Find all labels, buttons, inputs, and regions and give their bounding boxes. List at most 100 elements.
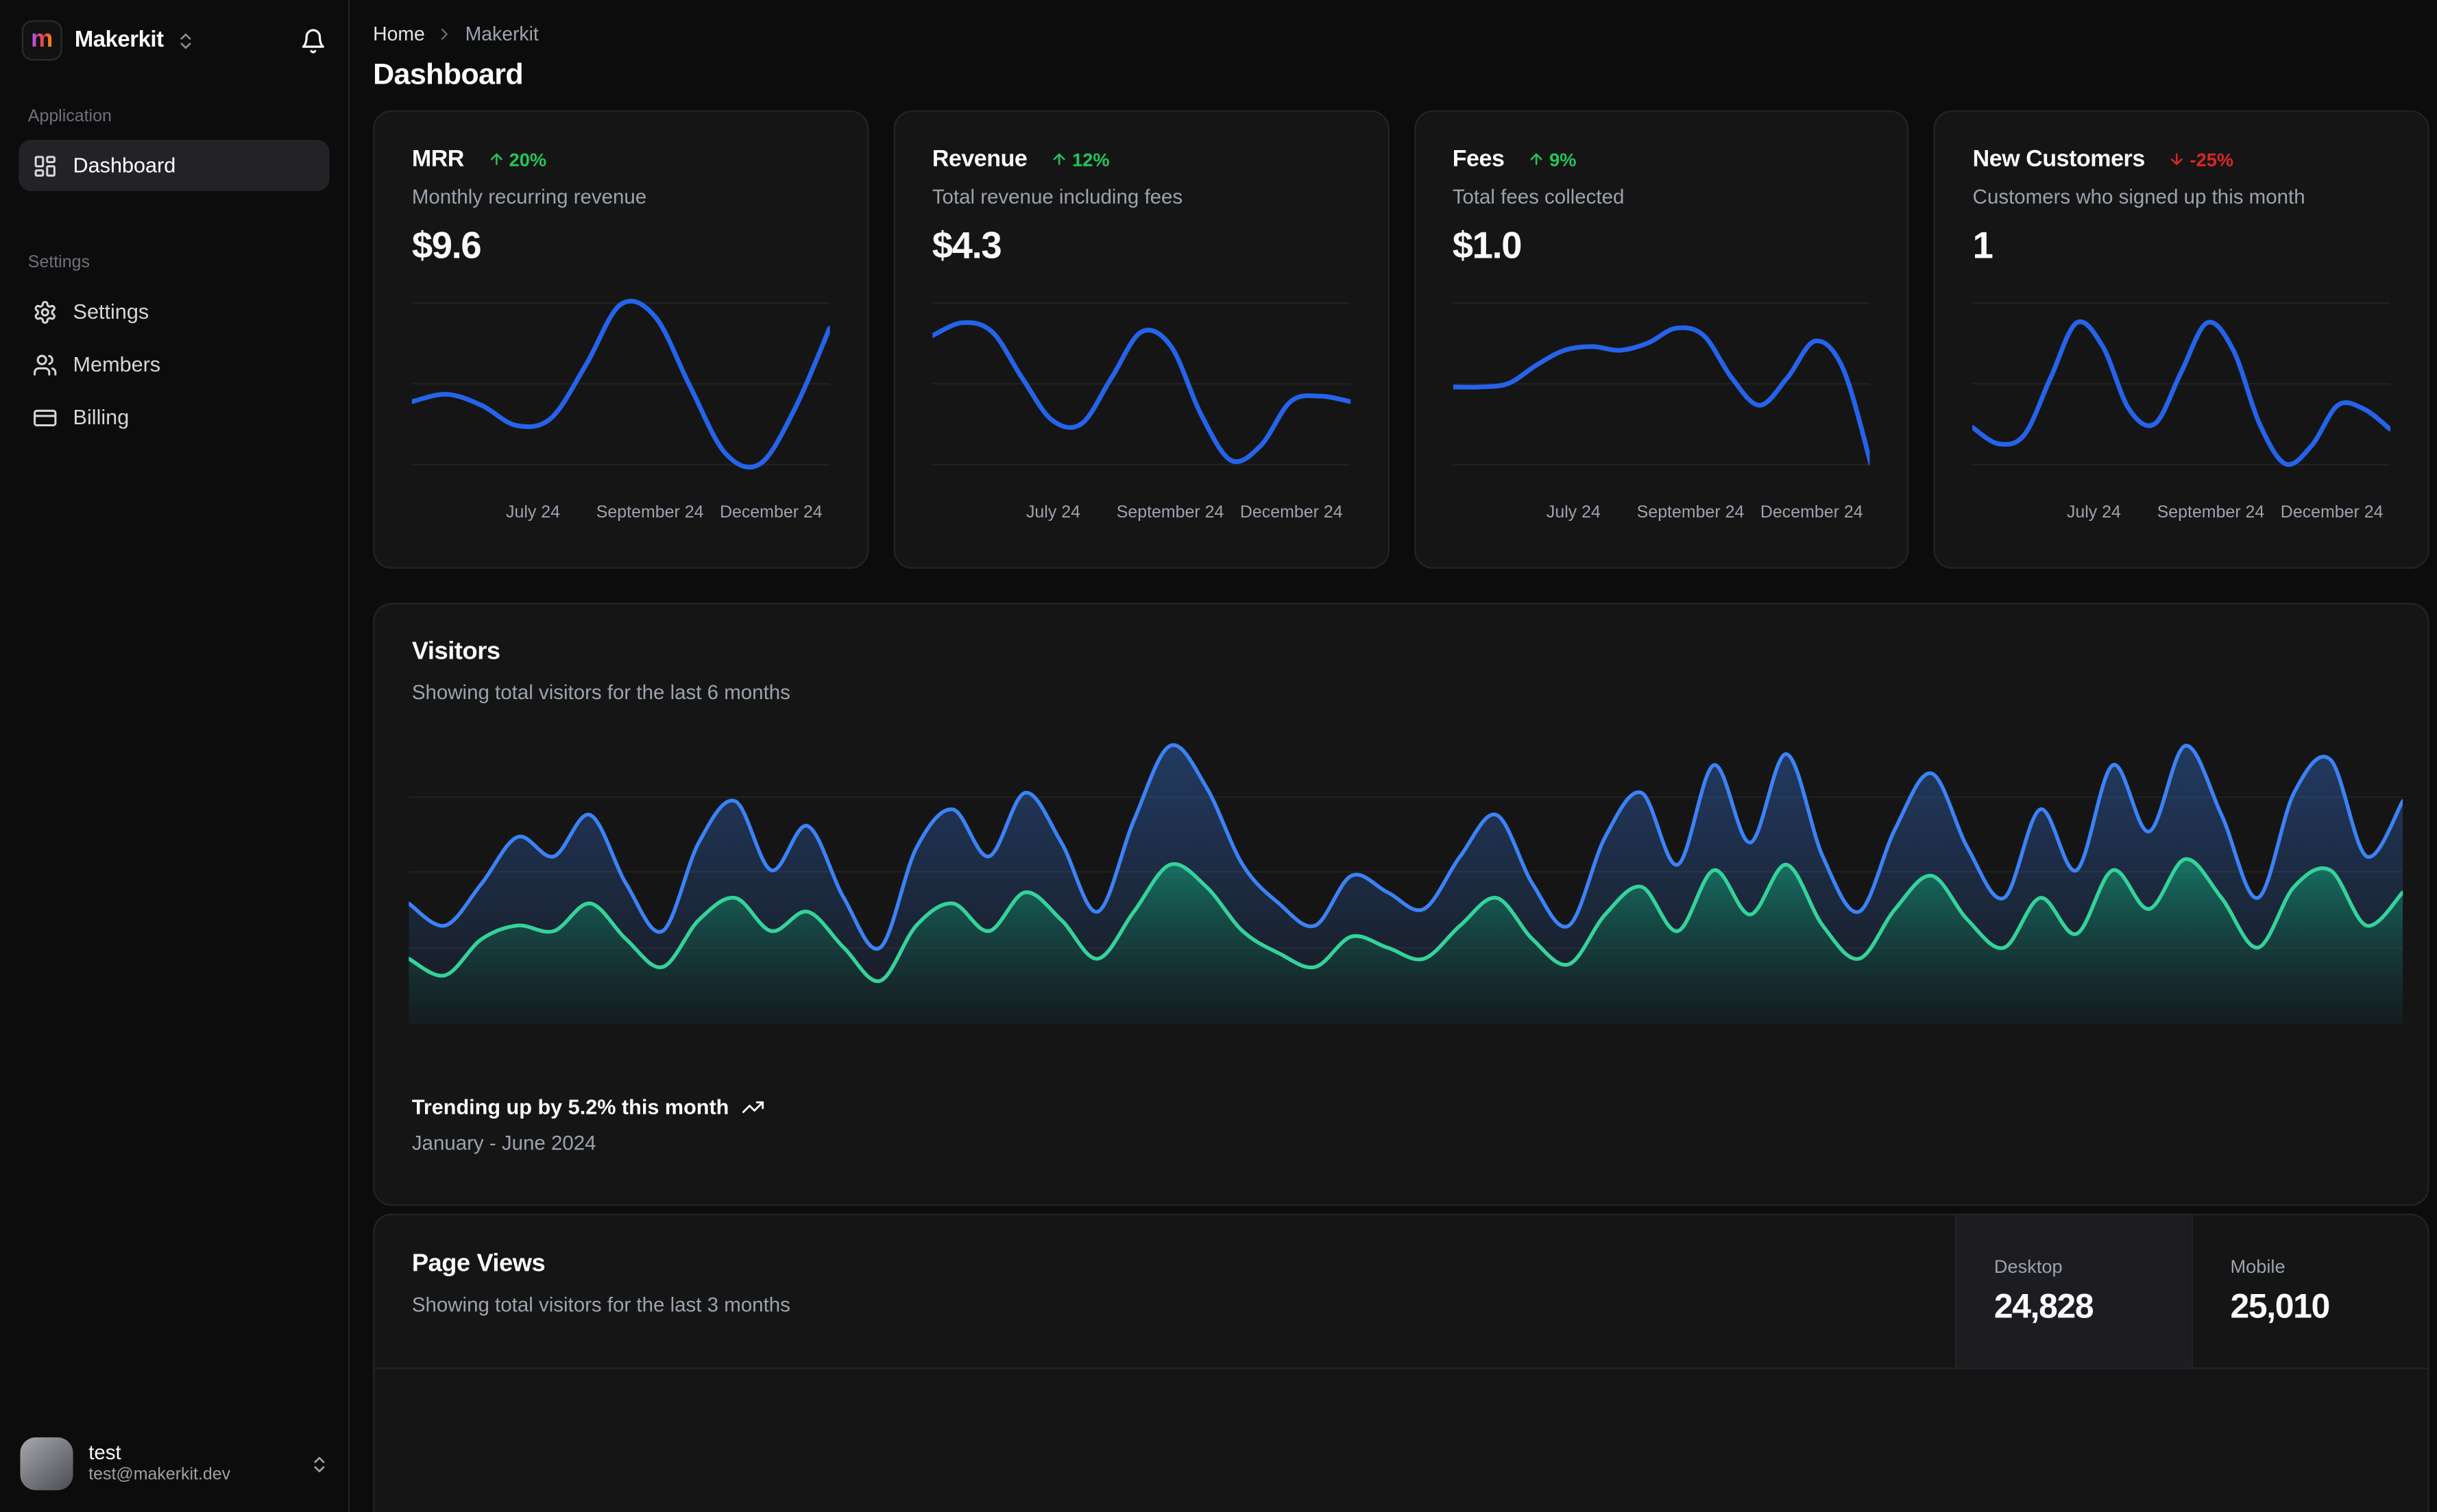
arrow-up-icon — [1527, 151, 1544, 168]
arrow-up-icon — [1050, 151, 1067, 168]
visitors-card: Visitors Showing total visitors for the … — [373, 602, 2429, 1206]
page-views-subtitle: Showing total visitors for the last 3 mo… — [411, 1293, 790, 1317]
breadcrumb: Home Makerkit — [373, 23, 2429, 45]
arrow-down-icon — [2168, 151, 2185, 168]
sidebar-item-label: Billing — [73, 405, 130, 429]
toggle-desktop-value: 24,828 — [1993, 1287, 2094, 1326]
x-axis-label: September 24 — [2157, 503, 2265, 522]
stat-card-line-chart — [932, 286, 1350, 496]
members-icon — [33, 352, 58, 377]
stat-card: MRR 20% Monthly recurring revenue $9.6 J… — [373, 110, 869, 569]
stat-card: Fees 9% Total fees collected $1.0 July 2… — [1414, 110, 1909, 569]
page-views-bar-chart — [374, 1369, 2427, 1512]
nav-group-label: Settings — [27, 253, 90, 272]
sidebar-item-settings[interactable]: Settings — [19, 286, 329, 337]
stat-card-value: $9.6 — [411, 225, 482, 267]
page-views-header: Page Views Showing total visitors for th… — [374, 1215, 2428, 1369]
workspace-name: Makerkit — [74, 27, 164, 53]
stat-card-title: New Customers — [1972, 146, 2146, 173]
sidebar-item-dashboard[interactable]: Dashboard — [19, 140, 330, 191]
chevron-right-icon — [436, 25, 454, 43]
chevrons-up-down-icon — [309, 1454, 329, 1474]
stat-card-value: $1.0 — [1452, 225, 1523, 267]
stat-card-delta-value: 12% — [1072, 148, 1110, 171]
sidebar-nav: Application Dashboard Settings Settings … — [0, 76, 348, 444]
stat-card-delta: -25% — [2168, 148, 2234, 171]
sidebar-item-billing[interactable]: Billing — [19, 391, 329, 443]
x-axis-label: July 24 — [2066, 503, 2121, 522]
sidebar-item-label: Dashboard — [73, 154, 176, 178]
visitors-footer: Trending up by 5.2% this month January -… — [411, 1095, 765, 1155]
stat-card-x-axis: July 24 September 24 December 24 — [412, 504, 829, 528]
page-views-card: Page Views Showing total visitors for th… — [373, 1213, 2429, 1512]
stat-card-line-chart — [412, 286, 829, 496]
visitors-subtitle: Showing total visitors for the last 6 mo… — [411, 681, 790, 705]
user-meta: test test@makerkit.dev — [88, 1441, 230, 1487]
stat-card-delta: 20% — [487, 148, 547, 171]
settings-icon — [33, 299, 58, 324]
stat-card: Revenue 12% Total revenue including fees… — [893, 110, 1389, 569]
stat-card-x-axis: July 24 September 24 December 24 — [1453, 504, 1870, 528]
stat-card-value: $4.3 — [932, 225, 1002, 267]
chevrons-up-down-icon — [176, 30, 196, 50]
stat-card-subtitle: Monthly recurring revenue — [411, 184, 647, 208]
toggle-mobile-value: 25,010 — [2230, 1287, 2330, 1326]
bell-icon[interactable] — [300, 27, 327, 54]
x-axis-label: December 24 — [2280, 503, 2384, 522]
stat-card-line-chart — [1973, 286, 2390, 496]
billing-icon — [33, 405, 58, 430]
stat-card-subtitle: Total revenue including fees — [932, 184, 1183, 208]
x-axis-label: September 24 — [596, 503, 704, 522]
stat-card-x-axis: July 24 September 24 December 24 — [932, 504, 1350, 528]
stat-card-subtitle: Total fees collected — [1452, 184, 1625, 208]
sidebar-item-members[interactable]: Members — [19, 339, 329, 390]
x-axis-label: December 24 — [1760, 503, 1863, 522]
x-axis-label: July 24 — [505, 503, 561, 522]
main-content: Home Makerkit Dashboard MRR 20% Monthly … — [350, 0, 2437, 1512]
stat-card-title: Revenue — [932, 146, 1028, 173]
visitors-date-range: January - June 2024 — [411, 1131, 596, 1155]
visitors-trend-text: Trending up by 5.2% this month — [411, 1095, 729, 1119]
stat-card-delta-value: 20% — [509, 148, 547, 171]
stat-card-title: Fees — [1452, 146, 1505, 173]
nav-group-label: Application — [27, 107, 112, 126]
sidebar-item-label: Members — [73, 352, 161, 376]
x-axis-label: December 24 — [1239, 503, 1343, 522]
page-views-title: Page Views — [411, 1251, 546, 1278]
x-axis-label: September 24 — [1116, 503, 1224, 522]
stat-card-delta-value: 9% — [1549, 148, 1577, 171]
x-axis-label: July 24 — [1546, 503, 1601, 522]
visitors-title: Visitors — [411, 638, 500, 666]
stat-card-delta: 12% — [1050, 148, 1110, 171]
dashboard-icon — [33, 153, 58, 178]
sidebar-item-label: Settings — [73, 300, 149, 324]
user-menu[interactable]: test test@makerkit.dev — [0, 1419, 348, 1512]
workspace-selector[interactable]: m Makerkit — [0, 0, 348, 76]
toggle-mobile[interactable]: Mobile 25,010 — [2191, 1215, 2428, 1368]
stat-card-title: MRR — [411, 146, 465, 173]
stat-card-line-chart — [1453, 286, 1870, 496]
stat-cards-row: MRR 20% Monthly recurring revenue $9.6 J… — [373, 110, 2429, 569]
stat-card-subtitle: Customers who signed up this month — [1972, 184, 2305, 208]
stat-card-delta: 9% — [1527, 148, 1577, 171]
breadcrumb-home[interactable]: Home — [373, 23, 425, 45]
stat-card-x-axis: July 24 September 24 December 24 — [1973, 504, 2390, 528]
arrow-up-icon — [487, 151, 505, 168]
stat-card: New Customers -25% Customers who signed … — [1933, 110, 2429, 569]
x-axis-label: July 24 — [1026, 503, 1080, 522]
sidebar: m Makerkit Application Dashboard Setting… — [0, 0, 350, 1512]
toggle-desktop[interactable]: Desktop 24,828 — [1955, 1215, 2192, 1368]
page-title: Dashboard — [373, 59, 524, 92]
stat-card-delta-value: -25% — [2190, 148, 2234, 171]
toggle-mobile-label: Mobile — [2230, 1255, 2286, 1278]
avatar — [20, 1437, 73, 1491]
stat-card-value: 1 — [1972, 225, 1993, 267]
trending-up-icon — [741, 1095, 764, 1119]
visitors-area-chart — [409, 720, 2403, 1025]
toggle-desktop-label: Desktop — [1993, 1255, 2063, 1278]
x-axis-label: September 24 — [1636, 503, 1745, 522]
makerkit-logo: m — [21, 20, 62, 61]
user-name: test — [88, 1440, 121, 1464]
breadcrumb-current: Makerkit — [465, 23, 539, 45]
